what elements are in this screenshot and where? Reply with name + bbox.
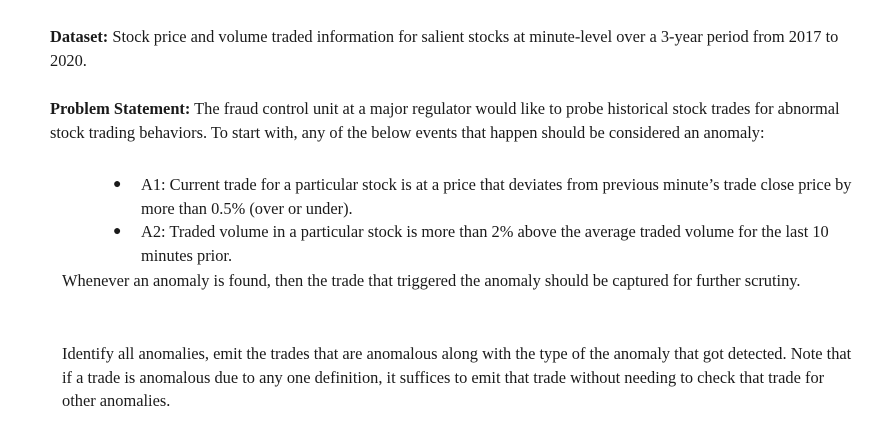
bullet-icon: ●: [113, 224, 122, 239]
dataset-label: Dataset:: [50, 27, 109, 46]
problem-statement-label: Problem Statement:: [50, 99, 191, 118]
anomaly-definition-list: ● A1: Current trade for a particular sto…: [113, 173, 853, 267]
problem-statement-text: The fraud control unit at a major regula…: [50, 99, 840, 142]
problem-statement-paragraph: Problem Statement: The fraud control uni…: [50, 97, 870, 144]
identify-instruction-paragraph: Identify all anomalies, emit the trades …: [62, 344, 852, 410]
anomaly-definition-item: ● A1: Current trade for a particular sto…: [113, 173, 853, 220]
anomaly-definition-text: A1: Current trade for a particular stock…: [141, 175, 852, 218]
capture-instruction-paragraph: Whenever an anomaly is found, then the t…: [62, 271, 801, 290]
anomaly-definition-item: ● A2: Traded volume in a particular stoc…: [113, 220, 853, 267]
dataset-text: Stock price and volume traded informatio…: [50, 27, 839, 70]
bullet-icon: ●: [113, 177, 122, 192]
anomaly-definition-text: A2: Traded volume in a particular stock …: [141, 222, 829, 265]
dataset-paragraph: Dataset: Stock price and volume traded i…: [50, 25, 850, 72]
